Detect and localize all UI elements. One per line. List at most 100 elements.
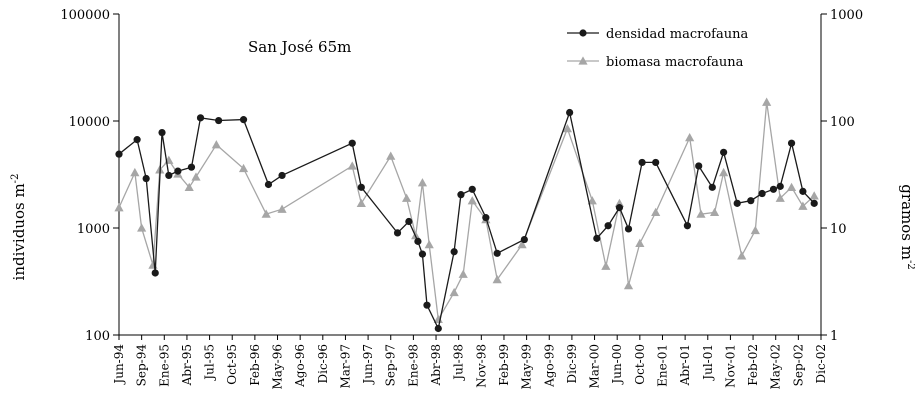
data-point-triangle xyxy=(356,198,366,208)
x-tick-label: Dic-99 xyxy=(565,344,579,384)
x-tick-label: May-96 xyxy=(271,344,285,390)
data-point-triangle xyxy=(238,163,249,173)
data-point-circle xyxy=(493,249,501,257)
x-tick-label: May-99 xyxy=(520,344,534,390)
x-tick-label: Abr-95 xyxy=(180,344,194,386)
x-tick-label: Ago-99 xyxy=(542,344,556,388)
data-point-circle xyxy=(165,171,173,180)
data-point-circle xyxy=(423,301,431,309)
data-point-circle xyxy=(695,162,703,170)
data-point-circle xyxy=(418,250,427,258)
chart-axes: 100 1000 10000 100000 1 10 100 1000 Jun-94 Sep-94… xyxy=(60,8,863,390)
data-point-circle xyxy=(239,116,248,124)
legend-marker-circle xyxy=(579,29,587,37)
data-point-triangle xyxy=(635,238,645,247)
data-point-circle xyxy=(733,199,741,207)
data-point-circle xyxy=(450,248,458,256)
y-left-tick-label: 100 xyxy=(85,329,110,344)
data-point-circle xyxy=(142,174,150,183)
data-point-circle xyxy=(638,158,646,167)
chart-annotation: San José 65m xyxy=(248,38,351,56)
x-tick-label: Ene-95 xyxy=(157,344,171,387)
data-point-circle xyxy=(810,199,818,207)
x-tick-label: Nov-01 xyxy=(723,344,737,388)
x-tick-label: Jul-01 xyxy=(701,344,715,382)
data-point-triangle xyxy=(685,132,695,142)
data-point-circle xyxy=(187,163,196,171)
data-point-triangle xyxy=(424,239,434,249)
data-point-circle xyxy=(769,185,778,193)
data-point-triangle xyxy=(211,140,221,149)
data-point-circle xyxy=(348,139,356,147)
x-tick-label: Oct-00 xyxy=(633,344,647,385)
data-point-circle xyxy=(151,269,159,277)
y-left-tick-label: 1000 xyxy=(77,222,110,237)
data-point-triangle xyxy=(750,225,760,235)
x-tick-label: Sep-94 xyxy=(135,344,149,387)
x-tick-label: Feb-99 xyxy=(497,344,511,386)
x-tick-label: Abr-01 xyxy=(678,344,692,386)
data-point-circle xyxy=(264,180,273,189)
x-tick-label: Jun-00 xyxy=(610,344,624,386)
data-point-triangle xyxy=(786,182,797,191)
data-point-circle xyxy=(683,222,691,230)
data-point-triangle xyxy=(562,123,572,133)
data-point-circle xyxy=(624,225,633,233)
data-point-triangle xyxy=(709,207,720,217)
data-point-circle xyxy=(593,234,601,242)
x-tick-label: Jul-95 xyxy=(203,344,217,382)
series-line xyxy=(118,110,815,331)
x-tick-label: Dic-96 xyxy=(316,344,330,384)
series-line xyxy=(118,102,815,322)
legend-item: densidad macrofauna xyxy=(567,27,748,42)
data-point-circle xyxy=(468,185,476,193)
y-right-tick-label: 1000 xyxy=(830,8,863,23)
data-point-triangle xyxy=(277,204,287,213)
data-point-circle xyxy=(115,150,123,158)
y-left-tick-label: 10000 xyxy=(69,115,110,130)
data-point-circle xyxy=(799,187,807,195)
x-tick-label: Ene-98 xyxy=(406,344,420,387)
x-tick-label: Sep-02 xyxy=(791,344,805,386)
chart-series-layer xyxy=(114,97,819,333)
data-point-triangle xyxy=(737,251,747,260)
data-point-triangle xyxy=(417,178,428,187)
data-point-triangle xyxy=(587,196,597,205)
x-tick-label: Ene-01 xyxy=(655,344,669,387)
data-point-circle xyxy=(708,183,716,191)
data-point-circle xyxy=(776,182,784,190)
data-point-circle xyxy=(604,222,612,230)
data-point-triangle xyxy=(601,261,611,270)
data-point-circle xyxy=(652,158,660,167)
y-right-tick-label: 10 xyxy=(830,222,847,237)
data-point-triangle xyxy=(458,269,468,278)
data-point-circle xyxy=(278,171,286,180)
data-point-triangle xyxy=(762,97,772,106)
x-tick-label: Sep-97 xyxy=(384,344,398,386)
data-point-circle xyxy=(158,128,166,137)
data-point-triangle xyxy=(517,239,527,249)
data-point-circle xyxy=(758,189,766,198)
data-point-triangle xyxy=(798,201,808,210)
y-left-tick-label: 100000 xyxy=(60,8,110,23)
data-point-triangle xyxy=(696,209,706,218)
series-biomasa xyxy=(114,97,819,324)
y-right-tick-label: 1 xyxy=(830,329,838,344)
data-point-triangle xyxy=(651,207,661,217)
legend-item: biomasa macrofauna xyxy=(567,55,744,70)
data-point-triangle xyxy=(137,223,147,232)
y-left-axis-title: individuos m-2 xyxy=(10,174,28,281)
data-point-triangle xyxy=(449,287,459,297)
y-right-tick-label: 100 xyxy=(830,115,855,130)
series-densidad xyxy=(115,108,818,333)
data-point-circle xyxy=(174,167,182,175)
data-point-circle xyxy=(482,214,490,222)
data-point-circle xyxy=(215,116,223,125)
data-point-triangle xyxy=(401,193,412,202)
data-point-circle xyxy=(520,235,528,244)
x-tick-label: Dic-02 xyxy=(814,344,828,384)
x-tick-label: Feb-02 xyxy=(746,344,760,386)
data-point-triangle xyxy=(719,167,729,177)
x-tick-label: Oct-95 xyxy=(225,344,239,385)
